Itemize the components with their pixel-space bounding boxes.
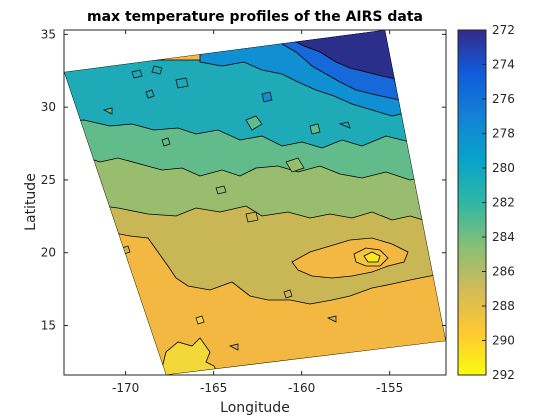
contour-island bbox=[102, 107, 113, 115]
warm-cell-inner bbox=[363, 251, 381, 263]
contour-island bbox=[175, 77, 189, 89]
colorbar-tick-label: 290 bbox=[492, 334, 515, 348]
y-axis-label: Latitude bbox=[23, 173, 39, 231]
contour-island bbox=[131, 69, 143, 79]
y-tick-label: 25 bbox=[41, 173, 56, 187]
contour-island bbox=[326, 315, 337, 323]
data-region-outline bbox=[64, 30, 446, 375]
colorbar-tick-label: 292 bbox=[492, 368, 515, 382]
x-tick-label: -170 bbox=[112, 381, 139, 395]
colorbar-tick-label: 272 bbox=[492, 23, 515, 37]
contour-island bbox=[261, 91, 273, 103]
contour-island bbox=[338, 121, 351, 129]
contour-island bbox=[161, 137, 171, 147]
warm-cell-outer bbox=[291, 237, 409, 279]
colorbar-tick-label: 282 bbox=[492, 196, 515, 210]
contour-island bbox=[228, 343, 239, 351]
contour-island bbox=[215, 185, 227, 195]
contour-island bbox=[309, 123, 321, 135]
colorbar-tick-label: 284 bbox=[492, 230, 515, 244]
contour-island bbox=[195, 315, 205, 325]
y-tick-label: 20 bbox=[41, 246, 56, 260]
colorbar-tick-label: 288 bbox=[492, 299, 515, 313]
axes-box bbox=[63, 29, 447, 376]
contour-island bbox=[145, 89, 155, 99]
colorbar-tick-label: 276 bbox=[492, 92, 515, 106]
colorbar-ticks: 272 274 276 278 280 282 284 286 288 290 292 bbox=[482, 23, 515, 382]
x-tick-label: -160 bbox=[288, 381, 315, 395]
colorbar-gradient bbox=[457, 29, 487, 376]
y-tick-label: 15 bbox=[41, 319, 56, 333]
colorbar: 272 274 276 278 280 282 284 286 288 290 292 bbox=[457, 23, 515, 382]
x-axis-ticks: -170 -165 -160 -155 bbox=[112, 30, 403, 395]
contour-island bbox=[151, 65, 163, 75]
contour-island bbox=[283, 289, 293, 299]
y-tick-label: 35 bbox=[41, 27, 56, 41]
contour-island bbox=[245, 211, 259, 223]
y-tick-label: 30 bbox=[41, 100, 56, 114]
y-axis-ticks: 15 20 25 30 35 bbox=[41, 27, 446, 333]
colorbar-tick-label: 280 bbox=[492, 161, 515, 175]
colorbar-tick-label: 278 bbox=[492, 127, 515, 141]
contour-island bbox=[245, 115, 263, 131]
colorbar-tick-label: 286 bbox=[492, 265, 515, 279]
chart-title: max temperature profiles of the AIRS dat… bbox=[87, 9, 423, 25]
colorbar-tick-label: 274 bbox=[492, 58, 515, 72]
x-tick-label: -155 bbox=[376, 381, 403, 395]
contour-island bbox=[285, 157, 305, 173]
warm-cell bbox=[291, 237, 409, 279]
x-axis-label: Longitude bbox=[220, 400, 290, 416]
x-tick-label: -165 bbox=[200, 381, 227, 395]
